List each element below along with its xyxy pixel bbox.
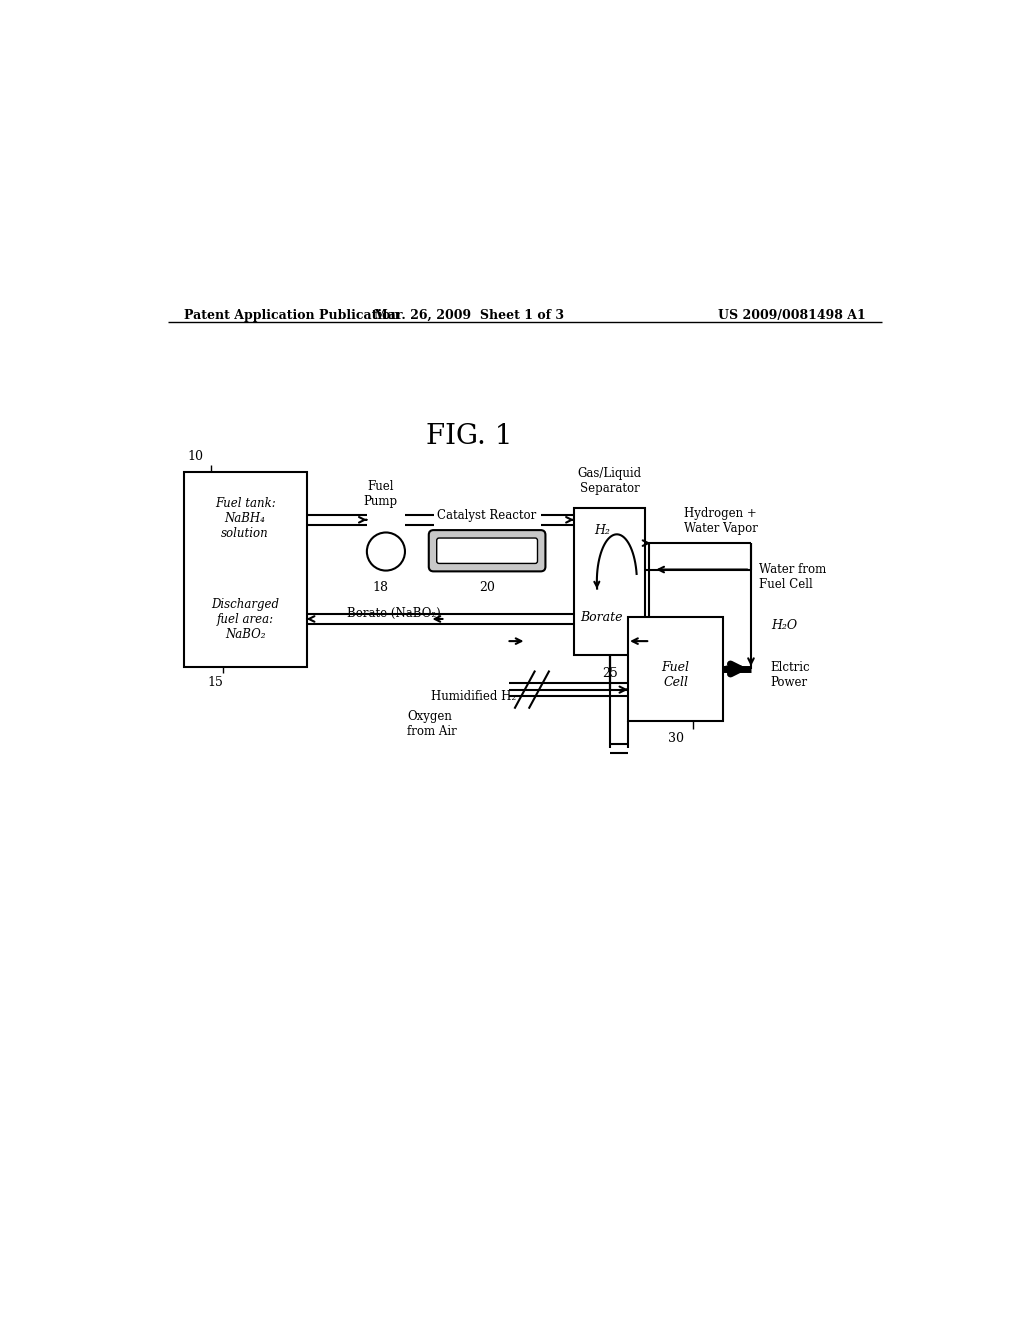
Text: Humidified H₂: Humidified H₂ (431, 690, 516, 704)
Text: Borate: Borate (581, 611, 623, 624)
Text: Fuel
Cell: Fuel Cell (662, 660, 689, 689)
Bar (628, 618, 723, 721)
Bar (574, 508, 645, 655)
Circle shape (367, 532, 404, 570)
Text: Oxygen
from Air: Oxygen from Air (408, 710, 457, 738)
FancyBboxPatch shape (429, 531, 546, 572)
Text: 10: 10 (187, 450, 204, 463)
FancyBboxPatch shape (436, 539, 538, 564)
Text: Hydrogen +
Water Vapor: Hydrogen + Water Vapor (684, 507, 758, 536)
Text: Catalyst Reactor: Catalyst Reactor (437, 510, 537, 523)
Text: 25: 25 (602, 667, 617, 680)
Text: FIG. 1: FIG. 1 (426, 422, 512, 450)
Text: H₂: H₂ (594, 524, 609, 537)
Text: US 2009/0081498 A1: US 2009/0081498 A1 (718, 309, 866, 322)
Text: Gas/Liquid
Separator: Gas/Liquid Separator (578, 467, 642, 495)
Text: Fuel
Pump: Fuel Pump (364, 480, 397, 508)
Text: Water from
Fuel Cell: Water from Fuel Cell (759, 564, 826, 591)
Text: 18: 18 (373, 581, 388, 594)
Text: Fuel tank:
NaBH₄
solution: Fuel tank: NaBH₄ solution (215, 498, 275, 540)
Text: Mar. 26, 2009  Sheet 1 of 3: Mar. 26, 2009 Sheet 1 of 3 (374, 309, 564, 322)
Text: 15: 15 (207, 676, 223, 689)
Text: Discharged
fuel area:
NaBO₂: Discharged fuel area: NaBO₂ (211, 598, 280, 642)
Text: Elctric
Power: Elctric Power (771, 660, 810, 689)
Text: Borate (NaBO₂): Borate (NaBO₂) (347, 607, 440, 620)
Text: 20: 20 (479, 581, 495, 594)
Text: 30: 30 (668, 731, 684, 744)
Text: H₂O: H₂O (771, 619, 797, 632)
Bar (183, 473, 306, 667)
Text: Patent Application Publication: Patent Application Publication (183, 309, 399, 322)
